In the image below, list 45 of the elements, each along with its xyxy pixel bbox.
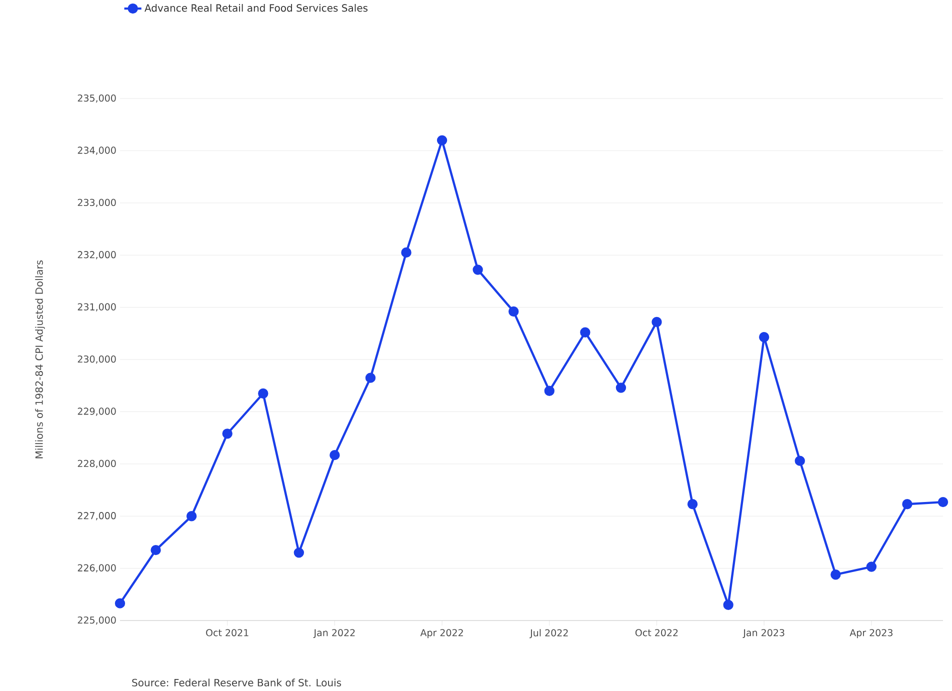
y-tick-label: 231,000 [78,303,116,312]
point [866,562,877,572]
source-note: Source: Federal Reserve Bank of St. Louis [132,678,342,687]
y-tick-label: 230,000 [78,356,116,364]
legend-label: Advance Real Retail and Food Services Sales [144,4,368,12]
point [758,332,770,342]
point [794,456,805,466]
y-tick-label: 233,000 [78,199,116,208]
x-tick-label: Jan 2023 [742,629,784,638]
point [544,386,554,396]
point [330,450,340,460]
point [401,248,412,258]
point [938,497,948,508]
x-tick-label: Jan 2022 [313,629,355,638]
point [508,306,519,317]
point [580,328,590,338]
point [687,499,698,510]
y-tick-label: 227,000 [78,512,116,520]
point [114,598,126,609]
x-tick-label: Oct 2021 [206,629,248,636]
y-axis-title: Millions of 1982-84 CPI Adjusted Dollars [35,260,45,458]
point [150,545,161,556]
point [902,499,912,510]
point [830,570,841,580]
y-tick-label: 229,000 [78,408,116,416]
x-tick-label: Oct 2022 [635,629,678,636]
x-tick-label: Apr 2023 [850,629,892,638]
x-tick-label: Apr 2022 [420,629,463,638]
point [186,511,197,522]
point [294,548,304,558]
y-tick-label: 232,000 [78,251,116,260]
y-tick-label: 234,000 [78,146,116,156]
y-tick-label: 228,000 [78,460,116,468]
point [723,600,734,610]
y-tick-label: 235,000 [78,94,116,103]
x-tick-label: Jul 2022 [530,629,568,638]
point [472,264,483,276]
point [616,382,626,394]
point [436,135,448,146]
y-tick-label: 225,000 [78,616,116,625]
point [258,388,268,399]
y-tick-label: 226,000 [78,564,116,573]
point [222,428,232,439]
point [652,317,662,328]
point [365,372,376,384]
